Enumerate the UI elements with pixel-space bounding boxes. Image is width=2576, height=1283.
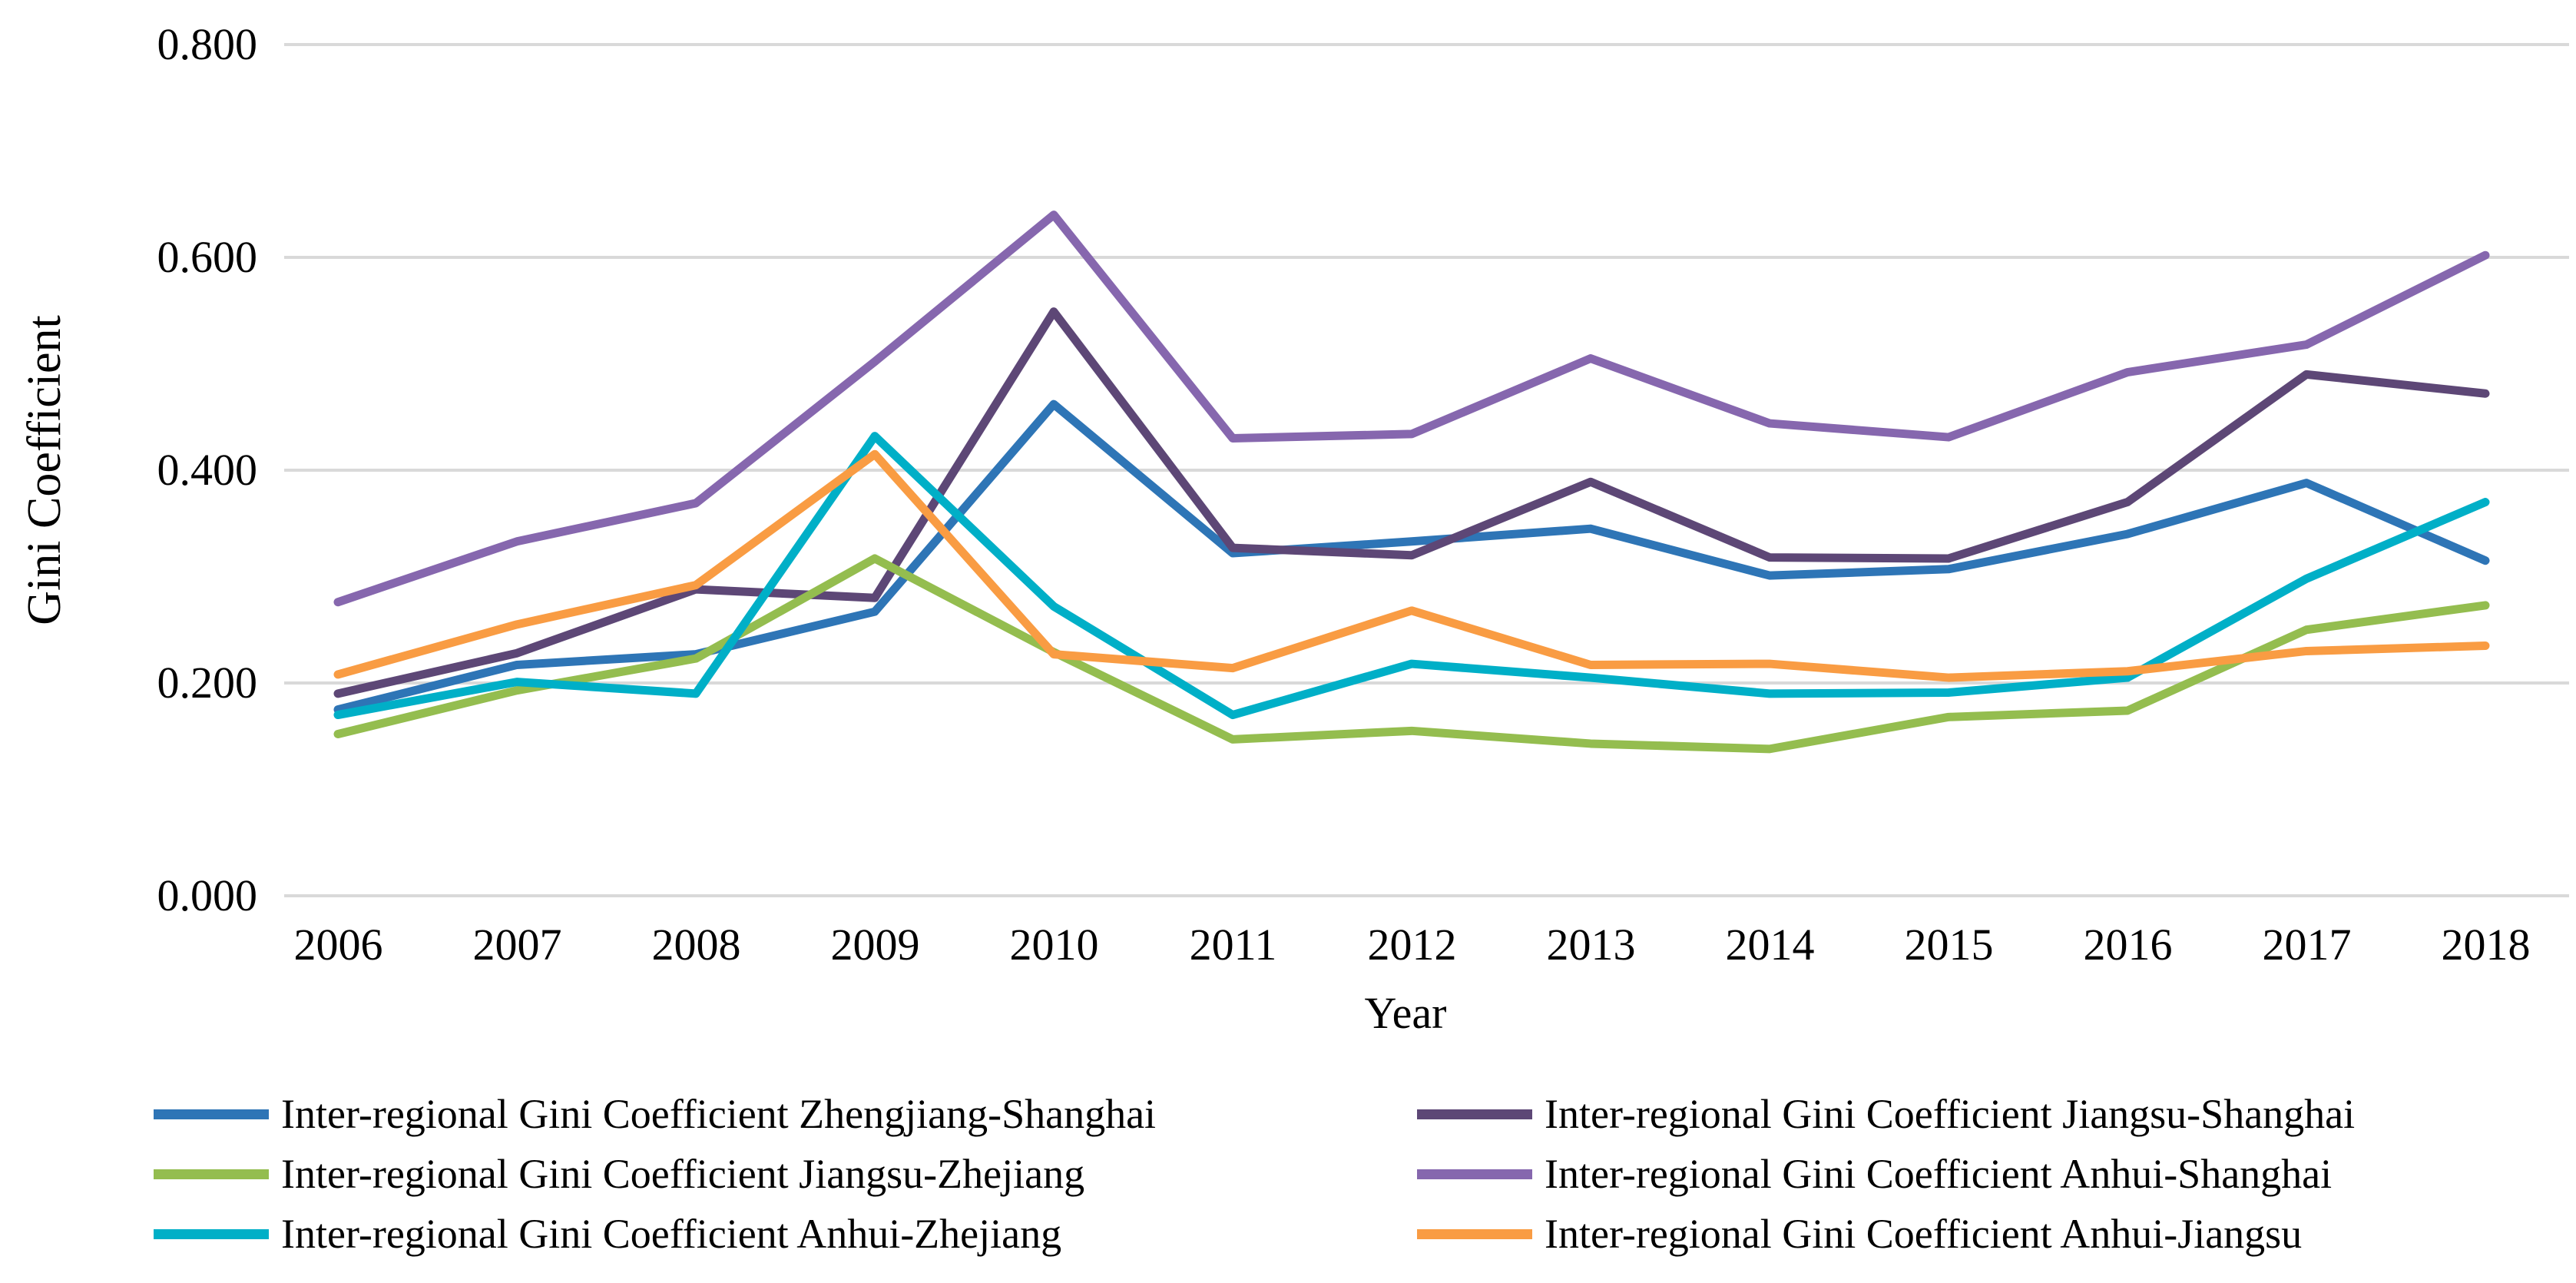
legend-swatch [154,1228,269,1239]
x-tick-label: 2011 [1189,920,1277,970]
series-line [333,554,2490,754]
x-tick-label: 2012 [1367,920,1457,970]
series-line [333,432,2490,720]
legend-swatch [1417,1228,1532,1239]
x-tick-label: 2007 [472,920,562,970]
x-tick-label: 2013 [1546,920,1636,970]
series-line [333,449,2490,682]
x-tick-label: 2014 [1725,920,1815,970]
x-tick-label: 2008 [651,920,741,970]
legend-swatch [1417,1109,1532,1119]
y-tick-label: 0.400 [157,445,258,495]
x-tick-label: 2016 [2083,920,2173,970]
legend-label: Inter-regional Gini Coefficient Anhui-Ji… [1545,1211,2303,1257]
legend-item: Inter-regional Gini Coefficient Anhui-Sh… [1417,1149,2332,1198]
legend-swatch [1417,1169,1532,1179]
legend-label: Inter-regional Gini Coefficient Zhengjia… [281,1091,1157,1137]
legend-item: Inter-regional Gini Coefficient Anhui-Ji… [1417,1209,2302,1258]
y-tick-label: 0.000 [157,870,258,920]
x-tick-label: 2015 [1904,920,1994,970]
y-tick-label: 0.800 [157,19,258,69]
x-tick-label: 2010 [1009,920,1099,970]
x-tick-label: 2006 [293,920,383,970]
legend-label: Inter-regional Gini Coefficient Anhui-Sh… [1545,1151,2333,1197]
legend-item: Inter-regional Gini Coefficient Jiangsu-… [1417,1089,2355,1139]
legend-label: Inter-regional Gini Coefficient Anhui-Zh… [281,1211,1062,1257]
x-tick-label: 2017 [2262,920,2352,970]
legend-item: Inter-regional Gini Coefficient Jiangsu-… [154,1149,1084,1198]
y-axis-title: Gini Coefficient [18,315,71,625]
x-tick-label: 2018 [2441,920,2531,970]
y-tick-label: 0.200 [157,658,258,708]
legend-label: Inter-regional Gini Coefficient Jiangsu-… [1545,1091,2356,1137]
x-axis-title: Year [1364,988,1447,1038]
x-tick-label: 2009 [830,920,920,970]
legend-item: Inter-regional Gini Coefficient Anhui-Zh… [154,1209,1061,1258]
series-line [333,211,2490,607]
legend-swatch [154,1109,269,1119]
y-tick-label: 0.600 [157,232,258,282]
legend-item: Inter-regional Gini Coefficient Zhengjia… [154,1089,1156,1139]
legend-swatch [154,1169,269,1179]
legend-label: Inter-regional Gini Coefficient Jiangsu-… [281,1151,1085,1197]
